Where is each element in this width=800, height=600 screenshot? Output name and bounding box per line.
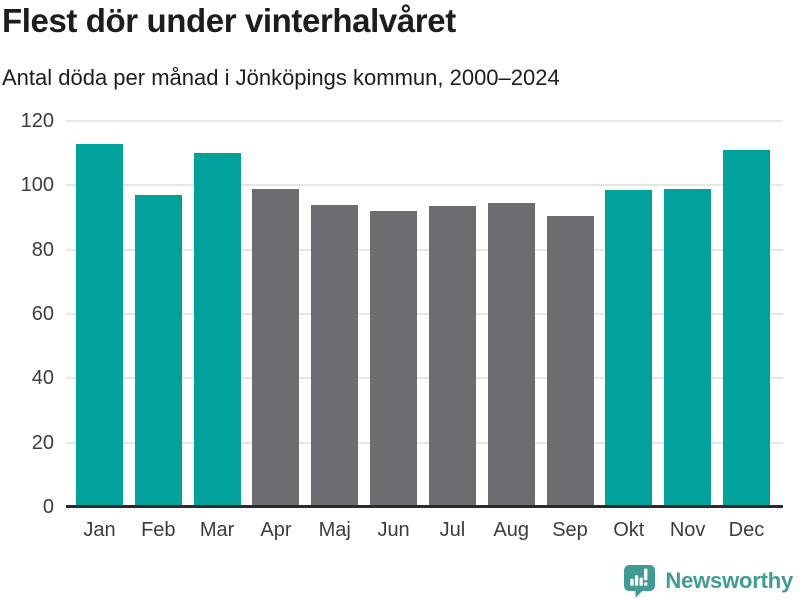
bars-container	[66, 121, 783, 507]
y-tick-label-100: 100	[20, 174, 54, 197]
bar-jul	[428, 206, 476, 507]
y-tick-label-0: 0	[42, 496, 54, 518]
x-tick-label-okt: Okt	[613, 519, 645, 541]
x-tick-label-jan: Jan	[83, 519, 116, 541]
bar-maj	[311, 204, 359, 507]
x-tick-label-maj: Maj	[318, 519, 351, 541]
y-tick-label-120: 120	[20, 110, 54, 132]
bar-aug	[487, 203, 535, 507]
bar-nov	[664, 188, 712, 507]
gridline-80	[66, 248, 783, 251]
x-tick-label-nov: Nov	[669, 519, 706, 541]
bar-mar	[193, 153, 241, 507]
newsworthy-bar-chart-bubble-icon	[624, 565, 656, 598]
gridline-40	[66, 377, 783, 380]
bar-feb	[134, 194, 182, 507]
x-tick-label-aug: Aug	[493, 519, 529, 541]
x-tick-label-apr: Apr	[260, 519, 292, 541]
bar-jan	[76, 143, 123, 507]
x-tick-label-mar: Mar	[199, 519, 235, 541]
y-tick-label-60: 60	[31, 303, 54, 325]
y-tick-label-40: 40	[31, 367, 54, 390]
newsworthy-wordmark: Newsworthy	[665, 568, 793, 593]
x-tick-label-sep: Sep	[552, 519, 588, 541]
gridline-20	[66, 441, 783, 444]
chart-title: Flest dör under vinterhalvåret	[2, 2, 456, 39]
bar-dec	[722, 149, 770, 507]
x-tick-label-feb: Feb	[141, 519, 176, 541]
x-tick-label-jun: Jun	[377, 519, 410, 541]
gridline-120	[66, 120, 783, 122]
plot-area	[66, 120, 783, 507]
x-axis-labels: Jan Feb Mar Apr Maj Jun Jul Aug Sep Okt Nov Dec	[66, 517, 783, 543]
y-tick-label-20: 20	[31, 431, 54, 454]
y-axis-labels: 0 20 40 60 80 100 120	[0, 110, 54, 518]
bar-jun	[370, 211, 418, 507]
newsworthy-logo[interactable]: Newsworthy	[623, 564, 793, 598]
x-tick-label-jul: Jul	[439, 519, 466, 541]
bar-apr	[252, 188, 300, 507]
bar-sep	[546, 215, 594, 507]
y-tick-label-80: 80	[31, 238, 54, 261]
gridline-60	[66, 313, 783, 315]
chart-subtitle: Antal döda per månad i Jönköpings kommun…	[2, 65, 560, 90]
x-tick-label-dec: Dec	[728, 519, 765, 541]
x-axis-line	[66, 505, 783, 508]
bar-okt	[605, 190, 653, 507]
gridline-100	[66, 184, 783, 187]
